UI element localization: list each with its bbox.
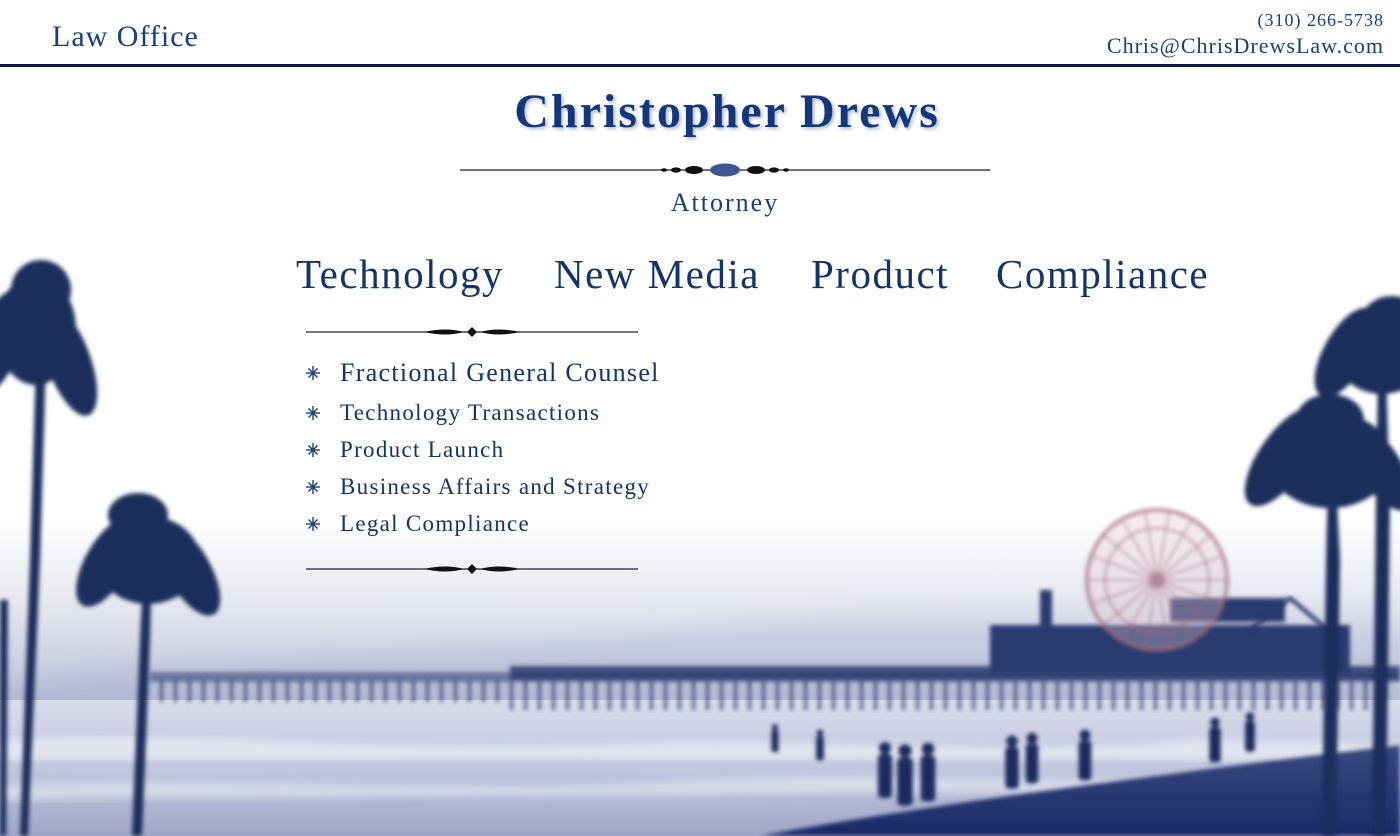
- service-label: Legal Compliance: [340, 510, 531, 536]
- flourish-divider-icon: [306, 327, 638, 337]
- header-divider: [0, 64, 1400, 67]
- nav-item-product[interactable]: Product: [811, 251, 950, 297]
- asterisk-bullet-icon: [306, 479, 320, 494]
- ferris-wheel: [1085, 508, 1229, 652]
- flourish-divider-icon: [306, 564, 638, 574]
- asterisk-bullet-icon: [306, 366, 320, 380]
- service-item-fractional-general-counsel[interactable]: Fractional General Counsel: [302, 352, 660, 394]
- palm-trees-left: [0, 260, 221, 836]
- service-label: Technology Transactions: [340, 399, 601, 425]
- email-link[interactable]: Chris@ChrisDrewsLaw.com: [1106, 33, 1384, 58]
- palm-trees-right: [1244, 296, 1400, 836]
- flourish-divider-icon: [460, 163, 990, 177]
- site-header: Law Office (310) 266-5738 Chris@ChrisDre…: [0, 0, 1400, 67]
- contact-info: (310) 266-5738 Chris@ChrisDrewsLaw.com: [1107, 9, 1384, 61]
- service-label: Product Launch: [340, 436, 505, 462]
- attorney-role: Attorney: [670, 188, 780, 217]
- nav-item-compliance[interactable]: Compliance: [996, 251, 1210, 297]
- asterisk-bullet-icon: [306, 405, 320, 420]
- nav-item-new-media[interactable]: New Media: [554, 251, 760, 297]
- services-list: Fractional General Counsel Technology Tr…: [302, 352, 660, 542]
- nav-item-technology[interactable]: Technology: [296, 251, 504, 297]
- attorney-name: Christopher Drews: [514, 85, 940, 138]
- service-label: Business Affairs and Strategy: [340, 473, 651, 499]
- service-item-technology-transactions[interactable]: Technology Transactions: [302, 394, 660, 431]
- main-navigation: Technology New Media Product Compliance: [0, 250, 1400, 306]
- phone-number[interactable]: (310) 266-5738: [1257, 10, 1384, 30]
- service-item-product-launch[interactable]: Product Launch: [302, 431, 660, 468]
- service-label: Fractional General Counsel: [340, 358, 660, 387]
- service-item-business-affairs-strategy[interactable]: Business Affairs and Strategy: [302, 468, 660, 505]
- service-item-legal-compliance[interactable]: Legal Compliance: [302, 505, 660, 542]
- asterisk-bullet-icon: [306, 516, 320, 531]
- asterisk-bullet-icon: [306, 442, 320, 457]
- office-label: Law Office: [52, 20, 199, 53]
